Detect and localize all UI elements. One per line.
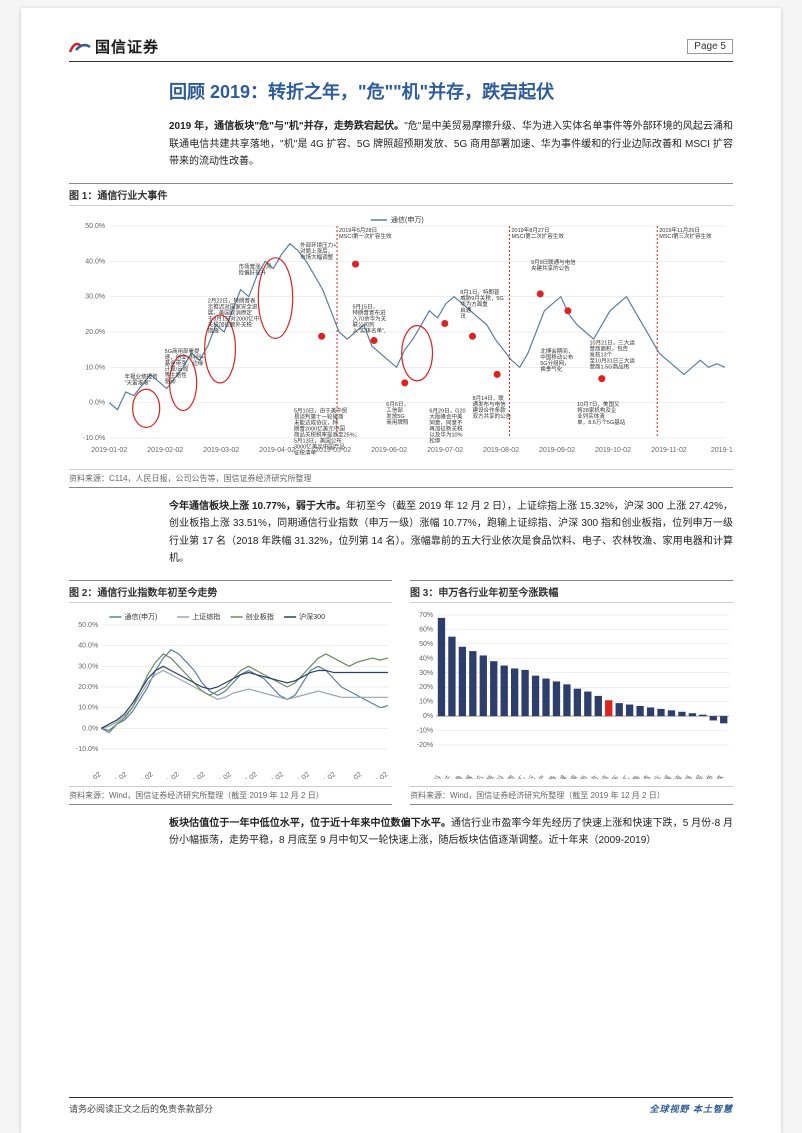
- svg-text:5月15日，特朗普宣布进入70余华为关联公司列入"实体名单": 5月15日，特朗普宣布进入70余华为关联公司列入"实体名单",: [352, 303, 386, 334]
- svg-text:2019-10-02: 2019-10-02: [595, 447, 631, 454]
- svg-text:市场普涨，风险偏好提升: 市场普涨，风险偏好提升: [239, 262, 273, 276]
- svg-text:2019-09-02: 2019-09-02: [539, 447, 575, 454]
- fig2-box: -10.0% 0.0% 10.0% 20.0% 30.0% 40.0% 50.0% 2019-…: [69, 603, 392, 786]
- fig2-chart: -10.0% 0.0% 10.0% 20.0% 30.0% 40.0% 50.0% 2019-…: [69, 609, 392, 779]
- svg-text:食品饮料: 食品饮料: [421, 773, 443, 778]
- svg-text:20%: 20%: [419, 684, 433, 691]
- page: 国信证券 Page 5 回顾 2019：转折之年，"危""机"并存，跌宕起伏 2…: [21, 8, 781, 1133]
- svg-text:10月7日，美国又将28家机构及企业列实体清单，8.6万个5: 10月7日，美国又将28家机构及企业列实体清单，8.6万个5G基站: [577, 400, 626, 426]
- svg-text:8月14日，联通发布与电信建设合作条款双方共享的公告: 8月14日，联通发布与电信建设合作条款双方共享的公告: [473, 393, 512, 419]
- fig3-chart: -20%-10%0%10%20%30%40%50%60%70%食品饮料电子农林牧…: [410, 609, 733, 779]
- svg-text:30%: 30%: [419, 669, 433, 676]
- svg-text:50%: 50%: [419, 640, 433, 647]
- svg-text:2019年11月26日MSCI第三次扩容生效: 2019年11月26日MSCI第三次扩容生效: [659, 226, 712, 240]
- paragraph-3: 板块估值位于一年中低位水平，位于近十年来中位数偏下水平。通信行业市盈率今年先经历…: [169, 815, 733, 850]
- svg-text:2月22日，特朗普表示推迟对国家安全进展，美国取消原定于3月: 2月22日，特朗普表示推迟对国家安全进展，美国取消原定于3月1日对2000亿中关…: [208, 296, 260, 334]
- svg-text:20.0%: 20.0%: [78, 684, 98, 691]
- paragraph-2: 今年通信板块上涨 10.77%，弱于大市。年初至今（截至 2019 年 12 月…: [169, 498, 733, 568]
- svg-text:50.0%: 50.0%: [85, 223, 105, 230]
- svg-text:40%: 40%: [419, 655, 433, 662]
- svg-text:2019-12-: 2019-12-: [711, 447, 733, 454]
- svg-text:0%: 0%: [423, 713, 433, 720]
- page-header: 国信证券 Page 5: [69, 36, 733, 62]
- two-column-charts: 图 2：通信行业指数年初至今走势 -10.0% 0.0% 10.0% 20.0% 30.…: [69, 580, 733, 815]
- svg-text:0.0%: 0.0%: [89, 399, 105, 406]
- logo: 国信证券: [69, 36, 159, 57]
- fig1-box: -10.0% 0.0% 10.0% 20.0% 30.0% 40.0% 50.0% 2019-…: [69, 206, 733, 469]
- fig2-caption: 图 2：通信行业指数年初至今走势: [69, 580, 392, 603]
- logo-icon: [69, 40, 91, 54]
- fig2-source: 资料来源：Wind，国信证券经济研究所整理（截至 2019 年 12 月 2 日…: [69, 786, 392, 805]
- svg-text:创业板指: 创业板指: [246, 612, 274, 621]
- svg-text:0.0%: 0.0%: [82, 725, 98, 732]
- svg-text:沪深300: 沪深300: [299, 612, 325, 621]
- fig1-chart: -10.0% 0.0% 10.0% 20.0% 30.0% 40.0% 50.0% 2019-…: [69, 212, 733, 462]
- paragraph-1: 2019 年，通信板块"危"与"机"并存，走势跌宕起伏。"危"是中美贸易摩擦升级…: [169, 118, 733, 171]
- svg-text:2019-04-02: 2019-04-02: [259, 447, 295, 454]
- svg-text:-20%: -20%: [417, 742, 433, 749]
- fig3-box: -20%-10%0%10%20%30%40%50%60%70%食品饮料电子农林牧…: [410, 603, 733, 786]
- fig3-col: 图 3：申万各行业年初至今涨跌幅 -20% -10% 0% 10% 20% 30% 40% 5…: [410, 580, 733, 815]
- fig2-col: 图 2：通信行业指数年初至今走势 -10.0% 0.0% 10.0% 20.0% 30.…: [69, 580, 392, 815]
- svg-text:10.0%: 10.0%: [85, 364, 105, 371]
- svg-text:2019-07-02: 2019-07-02: [427, 447, 463, 454]
- svg-text:5G商用部署提速，创业+科创+基金带涨，边缘计算/云视等主题: 5G商用部署提速，创业+科创+基金带涨，边缘计算/云视等主题性驱动: [165, 347, 205, 385]
- svg-text:-10.0%: -10.0%: [83, 435, 105, 442]
- svg-text:2019-01-02: 2019-01-02: [91, 447, 127, 454]
- svg-text:-10.0%: -10.0%: [76, 746, 98, 753]
- svg-text:8月1日，特朗普威胁9月关税，5G华为方面重启通讯: 8月1日，特朗普威胁9月关税，5G华为方面重启通讯: [460, 287, 504, 319]
- svg-text:2019-11-02: 2019-11-02: [651, 447, 687, 454]
- svg-text:60%: 60%: [419, 626, 433, 633]
- page-number: Page 5: [687, 39, 733, 54]
- svg-text:2019年5月28日MSCI第一次扩容生效: 2019年5月28日MSCI第一次扩容生效: [339, 226, 392, 240]
- section-title: 回顾 2019：转折之年，"危""机"并存，跌宕起伏: [169, 78, 733, 104]
- para1-lead: 2019 年，通信板块"危"与"机"并存，走势跌宕起伏。: [169, 121, 404, 132]
- svg-text:通信(申万): 通信(申万): [125, 612, 158, 621]
- svg-text:70%: 70%: [419, 612, 433, 619]
- svg-text:2019-02-02: 2019-02-02: [147, 447, 183, 454]
- svg-text:40.0%: 40.0%: [85, 258, 105, 265]
- svg-text:2019-03-02: 2019-03-02: [203, 447, 239, 454]
- svg-text:2019-11-02: 2019-11-02: [331, 771, 363, 779]
- footer-disclaimer: 请务必阅读正文之后的免责条款部分: [69, 1102, 213, 1115]
- fig1-source: 资料来源：C114，人民日报，公司公告等，国信证券经济研究所整理: [69, 469, 733, 488]
- svg-text:20.0%: 20.0%: [85, 329, 105, 336]
- svg-text:2019-06-02: 2019-06-02: [371, 447, 407, 454]
- logo-text: 国信证券: [95, 36, 159, 57]
- svg-text:10月21日，三大运营商面积，包告发核13个至10月31日三: 10月21日，三大运营商面积，包告发核13个至10月31日三大运营商1.5G商品…: [589, 338, 635, 370]
- svg-text:30.0%: 30.0%: [85, 293, 105, 300]
- svg-text:10%: 10%: [419, 698, 433, 705]
- fig1-caption: 图 1：通信行业大事件: [69, 183, 733, 206]
- svg-text:上证综指: 上证综指: [192, 612, 220, 621]
- fig3-source: 资料来源：Wind，国信证券经济研究所整理（截至 2019 年 12 月 2 日…: [410, 786, 733, 805]
- svg-text:6月29日，G20大阪峰会中美同意，同意不再加征新关税以及华: 6月29日，G20大阪峰会中美同意，同意不再加征新关税以及华为10%松绑: [429, 407, 465, 444]
- fig3-caption: 图 3：申万各行业年初至今涨跌幅: [410, 580, 733, 603]
- para2-lead: 今年通信板块上涨 10.77%，弱于大市。: [169, 501, 346, 512]
- svg-text:-10%: -10%: [417, 727, 433, 734]
- svg-text:50.0%: 50.0%: [78, 622, 98, 629]
- svg-text:外部环境压力+对题上涨后，市场大幅调整: 外部环境压力+对题上涨后，市场大幅调整: [300, 241, 336, 261]
- svg-text:北博会期间，中国移动公布5G分组网，换季气化: 北博会期间，中国移动公布5G分组网，换季气化: [540, 347, 574, 373]
- svg-text:2019-08-02: 2019-08-02: [483, 447, 519, 454]
- svg-text:通信(申万): 通信(申万): [391, 215, 424, 224]
- svg-text:2019年8月27日MSCI第二次扩容生效: 2019年8月27日MSCI第二次扩容生效: [511, 226, 564, 240]
- para3-lead: 板块估值位于一年中低位水平，位于近十年来中位数偏下水平。: [169, 818, 451, 829]
- svg-text:年报业绩报告"天雷滚滚": 年报业绩报告"天雷滚滚": [125, 372, 159, 386]
- svg-text:2019-01-02: 2019-01-02: [70, 771, 102, 779]
- svg-text:10.0%: 10.0%: [78, 704, 98, 711]
- svg-text:30.0%: 30.0%: [78, 663, 98, 670]
- svg-text:9月9日联通与电信央建共享的公告: 9月9日联通与电信央建共享的公告: [531, 258, 576, 272]
- svg-text:6月6日，工信部发放5G商用牌照: 6月6日，工信部发放5G商用牌照: [386, 401, 409, 426]
- svg-text:40.0%: 40.0%: [78, 642, 98, 649]
- footer-tagline: 全球视野 本土智慧: [649, 1102, 733, 1115]
- page-footer: 请务必阅读正文之后的免责条款部分 全球视野 本土智慧: [69, 1097, 733, 1115]
